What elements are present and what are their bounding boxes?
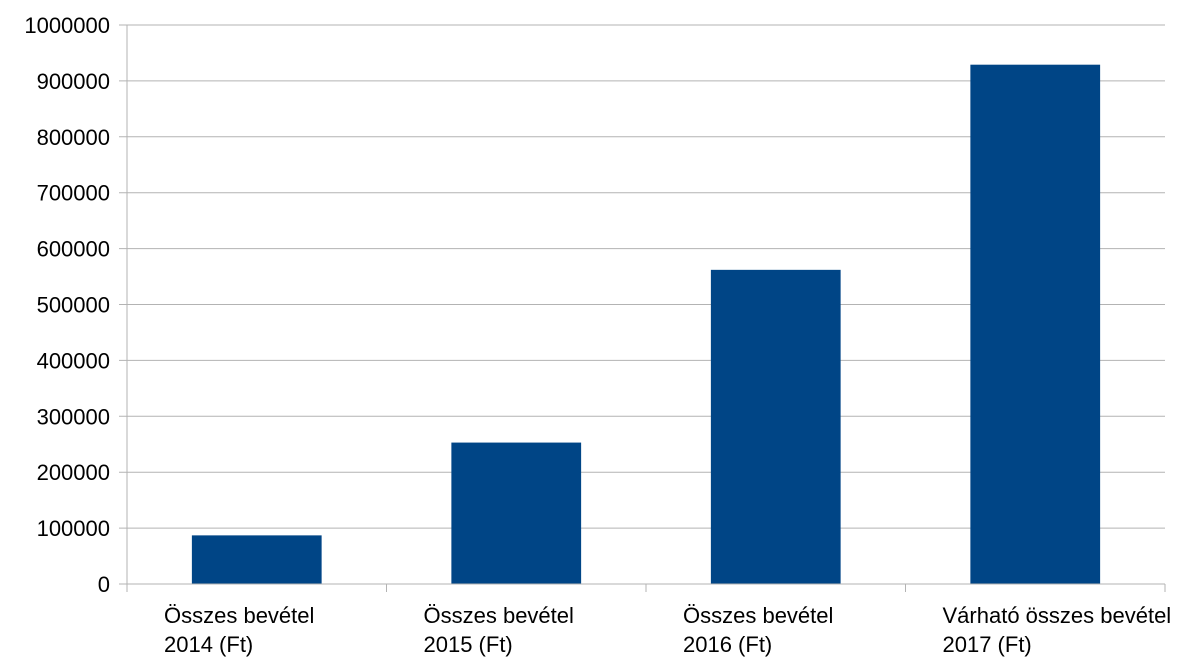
y-tick-label: 500000	[37, 293, 110, 318]
bar	[970, 64, 1101, 584]
y-tick-label: 600000	[37, 237, 110, 262]
x-category-label-line: 2017 (Ft)	[943, 632, 1032, 657]
x-category-label-line: Összes bevétel	[164, 603, 314, 628]
bar	[451, 442, 582, 584]
y-axis-tick-labels: 0 100000 200000 300000 400000 500000 600000 700…	[24, 13, 110, 597]
x-category-label: Összes bevétel 2014 (Ft)	[164, 603, 314, 657]
y-tick-label: 300000	[37, 404, 110, 429]
bars	[191, 64, 1101, 584]
x-category-label-line: 2015 (Ft)	[424, 632, 513, 657]
y-tick-label: 700000	[37, 181, 110, 206]
y-tick-label: 1000000	[24, 13, 110, 38]
x-category-label: Összes bevétel 2015 (Ft)	[424, 603, 574, 657]
x-category-label-line: 2016 (Ft)	[683, 632, 772, 657]
axes	[126, 25, 1166, 592]
bar	[191, 535, 322, 584]
y-tick-label: 800000	[37, 125, 110, 150]
x-category-label-line: Összes bevétel	[683, 603, 833, 628]
x-category-label: Várható összes bevétel 2017 (Ft)	[943, 603, 1172, 657]
x-category-label: Összes bevétel 2016 (Ft)	[683, 603, 833, 657]
y-tick-label: 900000	[37, 69, 110, 94]
y-tick-label: 0	[98, 572, 110, 597]
y-tick-label: 400000	[37, 348, 110, 373]
y-tick-label: 100000	[37, 516, 110, 541]
x-axis-category-labels: Összes bevétel 2014 (Ft) Összes bevétel 201…	[164, 603, 1171, 657]
x-category-label-line: Összes bevétel	[424, 603, 574, 628]
bar	[710, 269, 841, 584]
x-category-label-line: Várható összes bevétel	[943, 603, 1172, 628]
y-tick-label: 200000	[37, 460, 110, 485]
x-category-label-line: 2014 (Ft)	[164, 632, 253, 657]
